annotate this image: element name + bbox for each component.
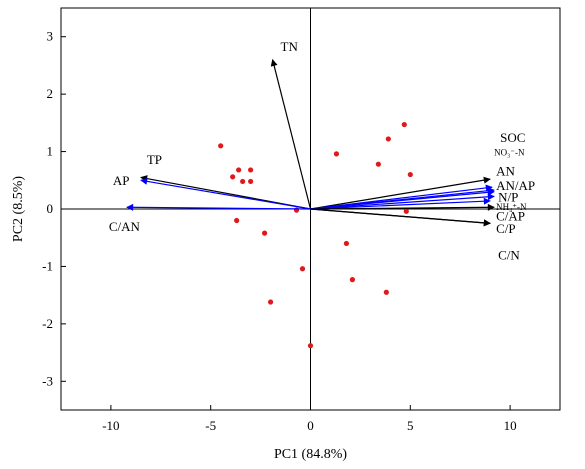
- loading-vector: [126, 203, 311, 211]
- data-point: [234, 217, 240, 224]
- loading-vector: [310, 208, 491, 227]
- vector-label: AN: [496, 164, 515, 179]
- data-point: [333, 151, 340, 157]
- loading-vector: [310, 176, 491, 210]
- plot-area: -10 -5 0 5 10-3-2-10123TNTPAPC/ANSOCNO₃⁻-NAN…: [42, 7, 561, 433]
- vector-label: C/P: [496, 221, 516, 236]
- vector-label: NO₃⁻-N: [494, 148, 525, 158]
- x-tick-label: -5: [205, 418, 216, 433]
- x-axis-title: PC1 (84.8%): [274, 447, 347, 462]
- data-point: [236, 167, 242, 173]
- data-point: [343, 240, 350, 247]
- data-point: [261, 230, 268, 236]
- loading-vector: [310, 193, 495, 210]
- data-point: [403, 208, 409, 214]
- y-tick-label: 3: [47, 29, 54, 44]
- vector-label: C/N: [498, 248, 520, 263]
- vector-label: C/AN: [109, 219, 141, 234]
- y-tick-label: 0: [47, 201, 54, 216]
- vector-label: TN: [281, 39, 299, 54]
- data-point: [307, 343, 314, 349]
- x-tick-label: -10: [102, 418, 119, 433]
- data-point: [267, 299, 274, 305]
- loading-vector: [310, 188, 495, 210]
- y-tick-label: -1: [42, 258, 53, 273]
- x-tick-label: 5: [407, 418, 414, 433]
- vector-label: TP: [147, 152, 162, 167]
- vector-label: AN/AP: [496, 178, 535, 193]
- data-point: [240, 178, 246, 185]
- loading-vector: [310, 203, 495, 211]
- data-point: [385, 136, 391, 142]
- y-tick-label: 2: [47, 86, 54, 101]
- y-tick-label: -2: [42, 316, 53, 331]
- data-point: [299, 266, 306, 272]
- data-point: [248, 178, 254, 185]
- y-tick-label: -3: [42, 373, 53, 388]
- data-point: [375, 161, 381, 167]
- vector-label: AP: [113, 173, 130, 188]
- x-tick-label: 10: [504, 418, 517, 433]
- vector-label: NH₄⁺-N: [496, 202, 527, 212]
- data-point: [401, 121, 407, 128]
- data-point: [383, 289, 389, 295]
- data-point: [230, 174, 236, 180]
- data-point: [407, 171, 413, 178]
- loading-vector: [140, 177, 311, 210]
- y-axis-title: PC2 (8.5%): [11, 176, 26, 242]
- vector-label: N/P: [498, 190, 518, 205]
- loading-vector: [270, 59, 312, 210]
- x-tick-label: 0: [307, 418, 314, 433]
- y-tick-label: 1: [47, 144, 54, 159]
- data-point: [248, 167, 254, 173]
- loading-vector: [310, 197, 491, 210]
- data-point: [218, 143, 224, 149]
- vector-label: SOC: [500, 130, 525, 145]
- vector-label: C/AP: [496, 208, 525, 223]
- data-point: [349, 277, 356, 283]
